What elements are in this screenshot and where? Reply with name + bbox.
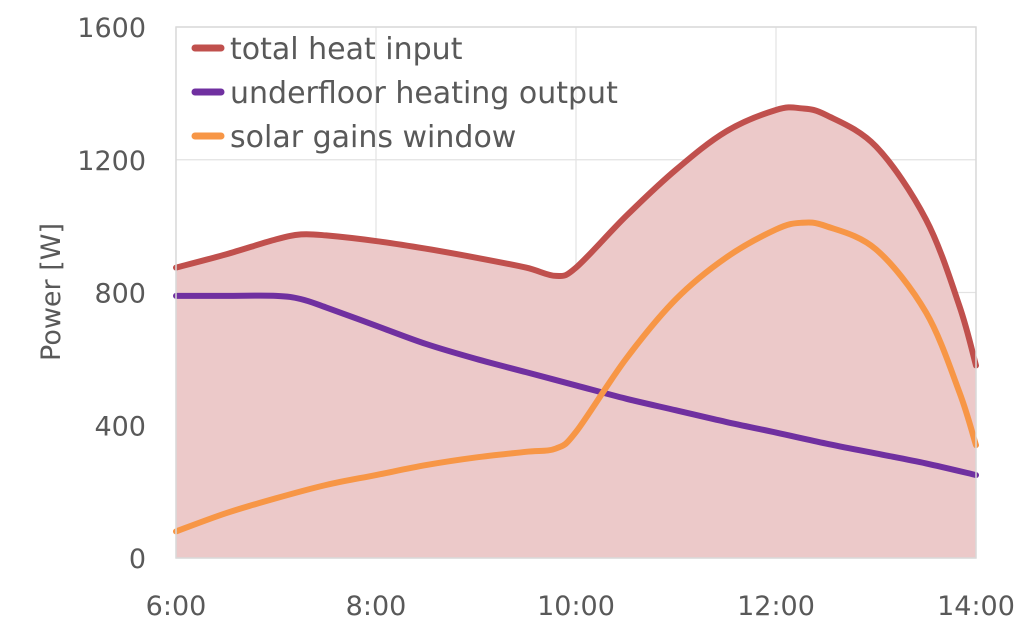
series-lines <box>173 104 979 535</box>
legend-label: total heat input <box>230 32 463 67</box>
area-fill <box>176 107 976 558</box>
x-tick-label: 6:00 <box>146 591 207 622</box>
y-axis-label: Power [W] <box>36 223 67 361</box>
x-tick-label: 8:00 <box>346 591 407 622</box>
legend: total heat input underfloor heating outpu… <box>191 32 618 155</box>
plot-frame <box>175 26 977 559</box>
series-line-1 <box>173 292 979 479</box>
area-fills <box>176 107 976 558</box>
y-tick-labels: 0 400 800 1200 1600 <box>77 13 146 575</box>
x-tick-labels: 6:00 8:00 10:00 12:00 14:00 <box>146 591 1015 622</box>
x-tick-label: 10:00 <box>537 591 615 622</box>
y-tick-label: 800 <box>94 279 146 310</box>
y-tick-label: 400 <box>94 411 146 442</box>
legend-label: underfloor heating output <box>230 76 618 111</box>
x-tick-label: 14:00 <box>937 591 1015 622</box>
x-tick-label: 12:00 <box>737 591 815 622</box>
legend-label: solar gains window <box>230 120 516 155</box>
y-tick-label: 1200 <box>77 146 146 177</box>
y-tick-label: 1600 <box>77 13 146 44</box>
series-line-2 <box>173 219 979 535</box>
y-tick-label: 0 <box>129 544 146 575</box>
series-line-0 <box>173 104 979 369</box>
